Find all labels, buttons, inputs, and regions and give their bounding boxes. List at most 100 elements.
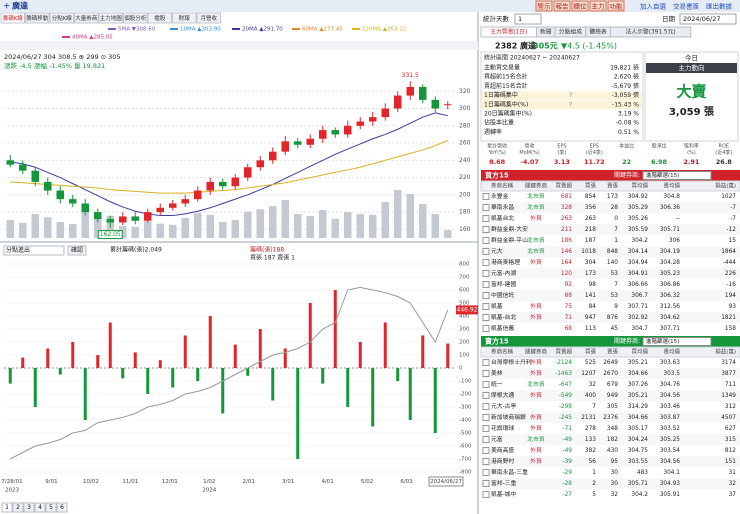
date-input[interactable]	[679, 13, 737, 25]
checkbox[interactable]	[482, 237, 490, 244]
tab-label[interactable]: 檔股	[154, 14, 166, 22]
filter-value[interactable]: 進階篩選(15)	[646, 171, 679, 179]
broker-name[interactable]: 元大	[491, 247, 503, 255]
tab[interactable]	[0, 12, 25, 24]
panel-tab-label[interactable]: 分點組成	[559, 28, 582, 36]
broker-name[interactable]: 港商野村	[491, 457, 514, 465]
panel-tab-label[interactable]: 法人示警(391.5元)	[626, 28, 676, 36]
checkbox[interactable]	[482, 292, 490, 299]
broker-name[interactable]: 元富	[491, 435, 503, 443]
date-value[interactable]: 2024/06/27	[683, 15, 720, 23]
panel-tab[interactable]	[609, 26, 692, 38]
broker-name[interactable]: 統一	[491, 380, 503, 388]
checkbox[interactable]	[482, 447, 490, 454]
checkbox[interactable]	[482, 392, 490, 399]
checkbox[interactable]	[482, 436, 490, 443]
broker-name[interactable]: 美商高盛	[491, 446, 514, 454]
tab[interactable]	[25, 12, 50, 24]
page-tab[interactable]	[56, 502, 68, 513]
broker-name[interactable]: 凱基台北	[491, 214, 514, 222]
button[interactable]	[589, 0, 607, 12]
broker-name[interactable]: 富邦-建國	[491, 280, 516, 288]
tab[interactable]	[98, 12, 123, 24]
page-tab-label[interactable]: 3	[27, 504, 31, 511]
broker-name[interactable]: 台灣摩根士丹利	[491, 358, 532, 366]
page-tab[interactable]	[1, 502, 13, 513]
checkbox[interactable]	[482, 259, 490, 266]
tab[interactable]	[147, 12, 172, 24]
broker-name[interactable]: 港商麥格理	[491, 258, 520, 266]
checkbox[interactable]	[482, 226, 490, 233]
broker-name[interactable]: 凱基信義	[491, 324, 514, 332]
tab-label[interactable]: 籌碼移動	[26, 14, 49, 22]
button[interactable]	[553, 0, 571, 12]
broker-name[interactable]: 富邦-三重	[491, 479, 516, 487]
broker-name[interactable]: 群益金鼎-平山	[491, 236, 528, 244]
checkbox[interactable]	[482, 414, 490, 421]
select[interactable]	[642, 337, 712, 346]
broker-name[interactable]: 永豐金	[491, 192, 509, 200]
checkbox[interactable]	[482, 370, 490, 377]
broker-name[interactable]: 華南永昌	[491, 203, 514, 211]
tab[interactable]	[49, 12, 74, 24]
panel-tab-label[interactable]: 主力買賣(1日)	[490, 28, 527, 36]
select-label[interactable]: 分點進出	[6, 246, 30, 254]
checkbox[interactable]	[482, 458, 490, 465]
checkbox[interactable]	[482, 491, 490, 498]
panel-tab-label[interactable]: 體檢表	[589, 28, 607, 36]
tab-label[interactable]: 籌碼K線	[3, 14, 24, 22]
page-tab-label[interactable]: 2	[16, 504, 20, 511]
panel-tab-label[interactable]: 新聞	[540, 28, 552, 36]
broker-name[interactable]: 摩根大通	[491, 391, 514, 399]
button[interactable]	[571, 0, 589, 12]
tab-label[interactable]: 月營收	[200, 14, 217, 22]
add-icon[interactable]: +	[3, 2, 11, 12]
checkbox[interactable]	[482, 425, 490, 432]
select[interactable]	[3, 245, 65, 256]
checkbox[interactable]	[482, 469, 490, 476]
button-label[interactable]: 功能	[610, 2, 624, 11]
tab-label[interactable]: 大量券商	[75, 14, 98, 22]
page-tab[interactable]	[12, 502, 24, 513]
page-tab-label[interactable]: 1	[5, 504, 9, 511]
link[interactable]: 加入自選	[640, 2, 667, 11]
page-tab[interactable]	[45, 502, 57, 513]
broker-name[interactable]: 凱基-台北	[491, 313, 516, 321]
broker-name[interactable]: 中國信託	[491, 291, 514, 299]
button-label[interactable]: 警示	[538, 2, 552, 11]
page-tab-label[interactable]: 6	[60, 504, 64, 511]
button[interactable]	[607, 0, 625, 12]
checkbox[interactable]	[482, 303, 490, 310]
tab[interactable]	[172, 12, 197, 24]
broker-name[interactable]: 美林	[491, 369, 503, 377]
tab-label[interactable]: 個股分析	[124, 14, 147, 22]
button[interactable]	[67, 245, 87, 256]
checkbox[interactable]	[482, 325, 490, 332]
checkbox[interactable]	[482, 359, 490, 366]
checkbox[interactable]	[482, 248, 490, 255]
button-label[interactable]: 主力	[592, 2, 605, 11]
checkbox[interactable]	[482, 193, 490, 200]
select[interactable]	[642, 171, 712, 180]
link[interactable]: 匯出數據	[706, 2, 733, 11]
checkbox[interactable]	[482, 270, 490, 277]
button-label[interactable]: 欄位	[574, 2, 588, 11]
tab[interactable]	[196, 12, 221, 24]
checkbox[interactable]	[482, 381, 490, 388]
checkbox[interactable]	[482, 215, 490, 222]
link[interactable]: 交易書簽	[673, 2, 700, 11]
broker-name[interactable]: 華南永昌-三重	[491, 468, 528, 476]
button-label[interactable]: 確認	[71, 246, 83, 254]
tab[interactable]	[123, 12, 148, 24]
tab-label[interactable]: 主力地圖	[100, 14, 123, 22]
page-tab-label[interactable]: 4	[38, 504, 42, 511]
checkbox[interactable]	[482, 314, 490, 321]
filter-value[interactable]: 進階篩選(15)	[646, 337, 679, 345]
button[interactable]	[535, 0, 553, 12]
broker-name[interactable]: 新加坡商瑞銀	[491, 413, 526, 421]
tab-label[interactable]: 分點K線	[52, 14, 73, 22]
broker-name[interactable]: 元大-古亭	[491, 402, 516, 410]
select-value[interactable]: 1	[518, 15, 522, 23]
broker-name[interactable]: 凱基	[491, 302, 503, 310]
checkbox[interactable]	[482, 204, 490, 211]
